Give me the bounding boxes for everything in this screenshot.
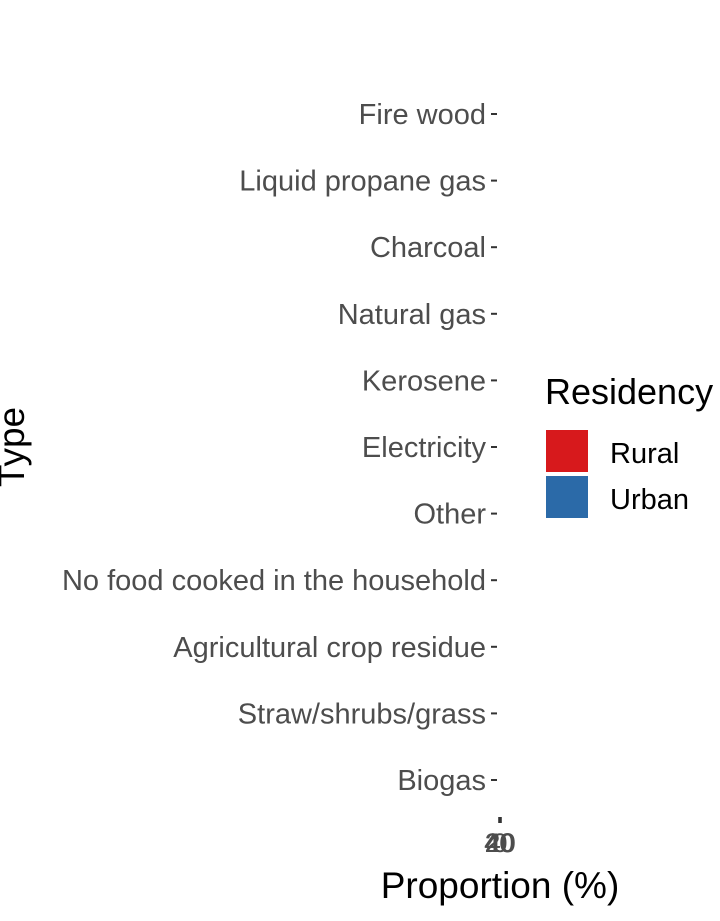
- y-tick-label: No food cooked in the household: [62, 565, 486, 597]
- x-tick-label: 0: [492, 828, 507, 858]
- legend-swatch: [546, 476, 588, 518]
- y-tick-label: Agricultural crop residue: [173, 632, 486, 664]
- x-tick-label: 20: [485, 828, 515, 858]
- legend-label: Rural: [610, 438, 679, 470]
- legend-label: Urban: [610, 484, 689, 516]
- y-tick-label: Liquid propane gas: [239, 166, 486, 198]
- y-tick-label: Fire wood: [359, 99, 486, 131]
- y-tick-label: Kerosene: [362, 365, 486, 397]
- y-tick-label: Electricity: [362, 432, 487, 464]
- x-axis-title: Proportion (%): [381, 865, 620, 906]
- x-tick-label: 20: [485, 828, 515, 858]
- y-axis-title: Type: [0, 407, 32, 487]
- y-tick-label: Other: [413, 499, 486, 531]
- legend-title: Residency: [545, 371, 713, 412]
- y-tick-label: Natural gas: [338, 299, 486, 331]
- legend: Residency Rural Urban: [545, 371, 713, 518]
- x-tick-label: 40: [484, 828, 514, 858]
- x-tick-label: 40: [486, 828, 516, 858]
- y-tick-label: Biogas: [397, 765, 486, 797]
- y-tick-label: Straw/shrubs/grass: [238, 698, 486, 730]
- legend-swatch: [546, 430, 588, 472]
- y-tick-label: Charcoal: [370, 232, 486, 264]
- y-axis: Fire wood Liquid propane gas Charcoal Natur…: [62, 99, 497, 797]
